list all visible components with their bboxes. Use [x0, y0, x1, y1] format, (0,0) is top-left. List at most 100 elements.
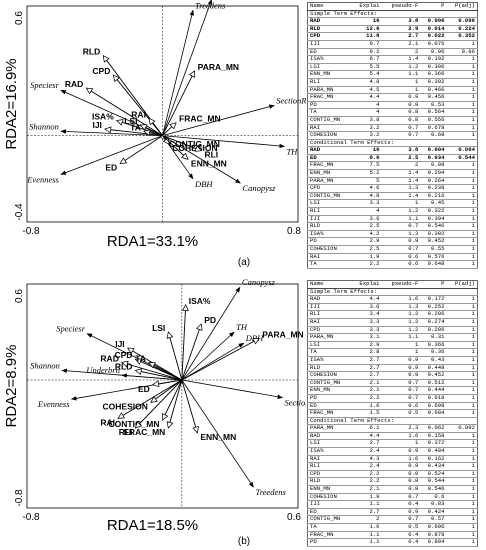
- table-cell: 1.9: [351, 493, 382, 502]
- table-row: RLD 2.2 0.8 0.544 1: [307, 478, 478, 487]
- table-cell: IJI: [307, 501, 352, 509]
- env-arrow-label: IJI: [115, 339, 124, 349]
- table-cell: 1: [446, 409, 478, 418]
- table-cell: 0.576: [420, 253, 447, 262]
- table-cell: 0.4: [381, 539, 421, 547]
- species-arrow-label: Canopysz: [242, 277, 276, 287]
- y-tick-label: 0.6: [14, 289, 25, 303]
- table-cell: CPD: [307, 185, 352, 193]
- table-cell: 1.3: [381, 303, 421, 312]
- table-cell: ED: [307, 48, 352, 57]
- table-cell: 1: [446, 508, 478, 517]
- x-tick-label: -0.8: [22, 512, 40, 523]
- table-cell: 1.1: [381, 71, 421, 79]
- table-cell: 1.1: [381, 334, 421, 342]
- table-cell: 2.1: [381, 40, 421, 49]
- env-arrow: [105, 129, 163, 137]
- table-cell: 1: [446, 485, 478, 494]
- table-cell: 5.5: [351, 63, 382, 72]
- table-cell: 1: [446, 215, 478, 224]
- table-cell: 0.7: [381, 394, 421, 403]
- table-cell: 0.216: [420, 192, 447, 201]
- table-cell: 4.6: [351, 185, 382, 193]
- species-arrow-label: DBH: [194, 179, 213, 189]
- table-cell: 1.2: [381, 207, 421, 216]
- table-cell: 0.7: [381, 245, 421, 254]
- table-cell: RAI: [307, 124, 352, 133]
- species-arrow-label: Speciesr: [56, 324, 85, 334]
- x-axis-title: RDA1=33.1%: [107, 233, 198, 250]
- table-cell: 1: [446, 86, 478, 95]
- table-row: RAD 16 3.8 0.006 0.096: [307, 18, 478, 26]
- table-cell: 0.36: [420, 349, 447, 357]
- table-cell: 1: [446, 371, 478, 380]
- table-row: PARA_MN 4.5 1 0.466 1: [307, 86, 478, 95]
- env-arrow: [120, 135, 163, 164]
- table-cell: 1: [446, 238, 478, 246]
- table-row: PARA_MN 3.1 1.1 0.31 1: [307, 334, 478, 342]
- table-cell: 1.2: [381, 326, 421, 335]
- table-cell: ISA%: [307, 56, 352, 64]
- env-arrow-label: CPD: [92, 66, 110, 76]
- table-row: CPD 11.8 2.7 0.022 0.352: [307, 33, 478, 41]
- table-row: ISA% 6.7 1.4 0.192 1: [307, 56, 478, 64]
- table-cell: 1: [446, 493, 478, 502]
- env-arrow-label: LSI: [152, 323, 165, 333]
- table-cell: 0.158: [420, 432, 447, 441]
- table-cell: 1: [446, 200, 478, 209]
- x-tick-label: -0.8: [22, 226, 40, 237]
- table-cell: 0.9: [381, 447, 421, 456]
- table-cell: 0.444: [420, 387, 447, 395]
- species-arrow-label: Treedens: [195, 0, 226, 10]
- table-cell: 1: [446, 40, 478, 49]
- table-cell: 0.8: [381, 109, 421, 117]
- table-cell: RLD: [307, 364, 352, 373]
- table-row: ISA% 4.2 1.3 0.302 1: [307, 230, 478, 239]
- env-arrow-label: CONTIG_MN: [169, 139, 220, 149]
- env-arrow: [140, 125, 163, 137]
- table-row: ED 2.7 0.9 0.424 1: [307, 508, 478, 517]
- table-cell: COHESION: [307, 371, 352, 380]
- table-cell: P: [420, 280, 447, 289]
- table-cell: 1: [446, 523, 478, 532]
- table-cell: 6.7: [351, 56, 382, 64]
- table-cell: 0.192: [420, 56, 447, 64]
- section-conditional: Conditional Term Effects:: [307, 417, 478, 426]
- table-row: TA 4 0.8 0.564 1: [307, 109, 478, 117]
- table-cell: P: [420, 2, 447, 11]
- table-row: RAI 1.9 0.6 0.576 1: [307, 253, 478, 262]
- table-cell: 1.4: [381, 56, 421, 64]
- table-cell: 0.564: [420, 109, 447, 117]
- panel-caption-b: (b): [237, 536, 251, 547]
- table-cell: 12.6: [351, 25, 382, 34]
- table-cell: 1: [446, 447, 478, 456]
- table-cell: 1: [381, 341, 421, 350]
- table-cell: 2.7: [351, 356, 382, 365]
- table-cell: 16: [351, 147, 382, 155]
- table-cell: 1: [381, 86, 421, 95]
- table-cell: 2.5: [351, 245, 382, 254]
- table-row: ED 1.6 0.6 0.698 1: [307, 402, 478, 411]
- species-arrow-label: TH: [286, 146, 298, 156]
- species-arrow-label: Underbrn: [86, 365, 120, 375]
- env-arrow-label: ENN_MN: [200, 432, 236, 442]
- table-row: RLI 3.4 1.2 0.286 1: [307, 311, 478, 319]
- table-cell: RLD: [307, 223, 352, 231]
- table-cell: 1.6: [351, 402, 382, 411]
- table-cell: 5: [351, 177, 382, 186]
- table-row: CONTIG_MN 4.8 1.4 0.216 1: [307, 192, 478, 201]
- table-row: RLI 4 1.2 0.322 1: [307, 207, 478, 216]
- table-cell: IJI: [307, 303, 352, 312]
- table-cell: 0.9: [381, 371, 421, 380]
- table-cell: 0.062: [420, 425, 447, 433]
- table-cell: 0.424: [420, 508, 447, 517]
- table-cell: 1: [446, 326, 478, 335]
- env-arrow: [135, 359, 183, 381]
- table-cell: LSI: [307, 63, 352, 72]
- table-cell: 11.8: [351, 33, 382, 41]
- table-cell: 2.7: [381, 33, 421, 41]
- table-cell: 1: [446, 334, 478, 342]
- table-row: PARA_MN 5 1.4 0.264 1: [307, 177, 478, 186]
- table-row: IJI 3.6 1.1 0.394 1: [307, 215, 478, 224]
- table-cell: TA: [307, 523, 352, 532]
